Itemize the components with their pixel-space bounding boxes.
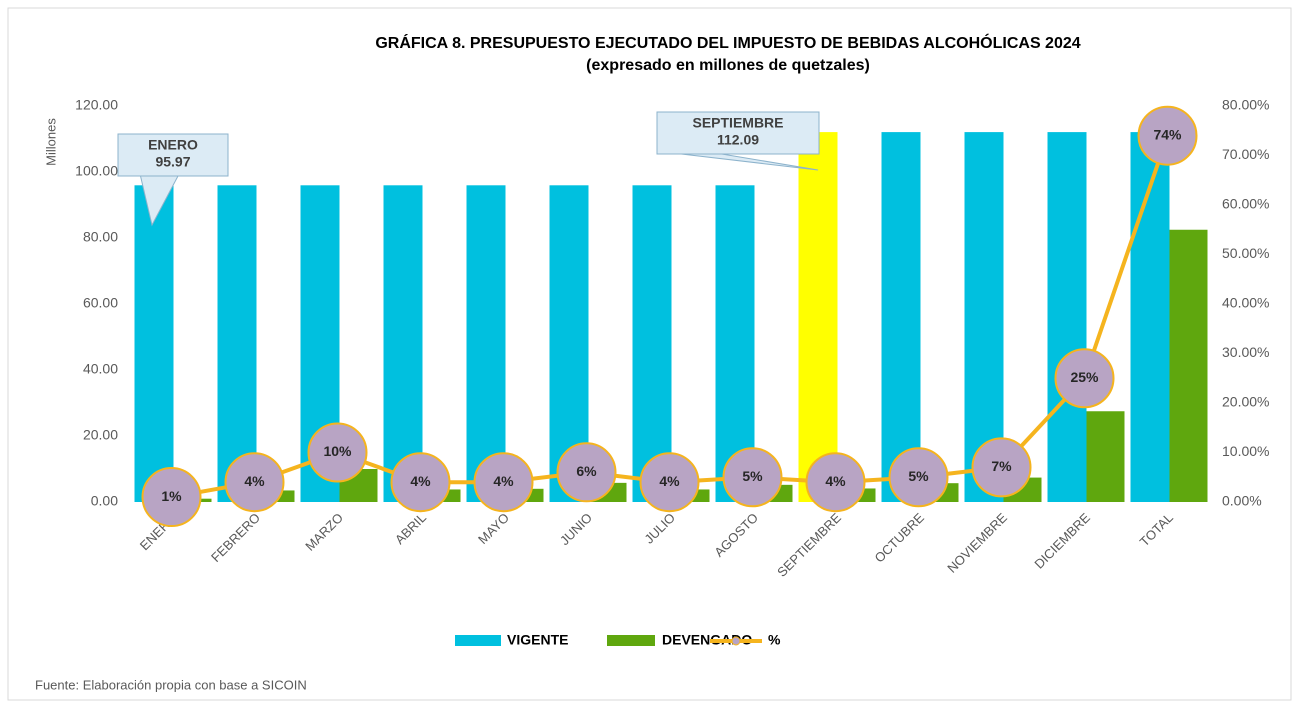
line-marker	[224, 452, 285, 513]
y-tick-label: 120.00	[75, 97, 118, 113]
y2-tick-label: 0.00%	[1222, 493, 1262, 509]
legend-label: DEVENGADO	[662, 632, 752, 648]
chart-subtitle: (expresado en millones de quetzales)	[586, 57, 870, 74]
line-marker	[1137, 105, 1198, 166]
y-axis-label: Millones	[43, 118, 58, 166]
legend-label: %	[768, 632, 781, 648]
legend-swatch	[455, 635, 501, 646]
y-tick-label: 60.00	[83, 295, 118, 311]
line-marker	[307, 422, 368, 483]
data-label: 25%	[1070, 369, 1099, 385]
bar-vigente	[466, 185, 506, 502]
bar-vigente	[798, 132, 838, 502]
callout-box	[656, 111, 820, 155]
line-marker	[888, 447, 949, 508]
line-marker	[1054, 348, 1115, 409]
bar-vigente	[134, 185, 174, 502]
y-tick-label: 0.00	[91, 493, 118, 509]
y2-tick-label: 10.00%	[1222, 443, 1269, 459]
data-label: 7%	[991, 458, 1012, 474]
callout-text: 112.09	[717, 132, 759, 148]
source-note: Fuente: Elaboración propia con base a SI…	[35, 677, 307, 692]
data-label: 1%	[161, 488, 182, 504]
data-label: 4%	[244, 473, 265, 489]
callout-text: 95.97	[155, 154, 190, 170]
legend-swatch	[731, 636, 741, 646]
data-label: 6%	[576, 463, 597, 479]
data-label: 4%	[493, 473, 514, 489]
bar-vigente	[1047, 132, 1087, 502]
data-label: 4%	[825, 473, 846, 489]
line-marker	[805, 452, 866, 513]
bar-vigente	[1130, 132, 1170, 502]
bar-vigente	[383, 185, 423, 502]
y2-tick-label: 70.00%	[1222, 146, 1269, 162]
y-tick-label: 40.00	[83, 361, 118, 377]
bar-devengado	[1169, 229, 1208, 502]
bar-vigente	[632, 185, 672, 502]
y2-tick-label: 30.00%	[1222, 344, 1269, 360]
line-marker	[722, 447, 783, 508]
bar-devengado	[1086, 411, 1125, 502]
chart-title: GRÁFICA 8. PRESUPUESTO EJECUTADO DEL IMP…	[375, 33, 1080, 52]
line-marker	[141, 467, 202, 528]
data-label: 4%	[410, 473, 431, 489]
line-marker	[556, 442, 617, 503]
bar-vigente	[217, 185, 257, 502]
data-label: 5%	[908, 468, 929, 484]
callout-box	[117, 133, 229, 177]
data-label: 4%	[659, 473, 680, 489]
y2-tick-label: 20.00%	[1222, 394, 1269, 410]
line-marker	[473, 452, 534, 513]
y2-tick-label: 40.00%	[1222, 295, 1269, 311]
line-marker	[390, 452, 451, 513]
callout-text: SEPTIEMBRE	[692, 115, 783, 131]
bar-vigente	[881, 132, 921, 502]
legend-label: VIGENTE	[507, 632, 568, 648]
data-label: 10%	[323, 443, 352, 459]
legend-swatch	[607, 635, 655, 646]
y-tick-label: 100.00	[75, 163, 118, 179]
y2-tick-label: 50.00%	[1222, 245, 1269, 261]
y-tick-label: 80.00	[83, 229, 118, 245]
y2-tick-label: 80.00%	[1222, 97, 1269, 113]
y2-tick-label: 60.00%	[1222, 196, 1269, 212]
callout-text: ENERO	[148, 137, 198, 153]
data-label: 74%	[1153, 126, 1182, 142]
line-marker	[971, 437, 1032, 498]
line-marker	[639, 452, 700, 513]
data-label: 5%	[742, 468, 763, 484]
y-tick-label: 20.00	[83, 427, 118, 443]
